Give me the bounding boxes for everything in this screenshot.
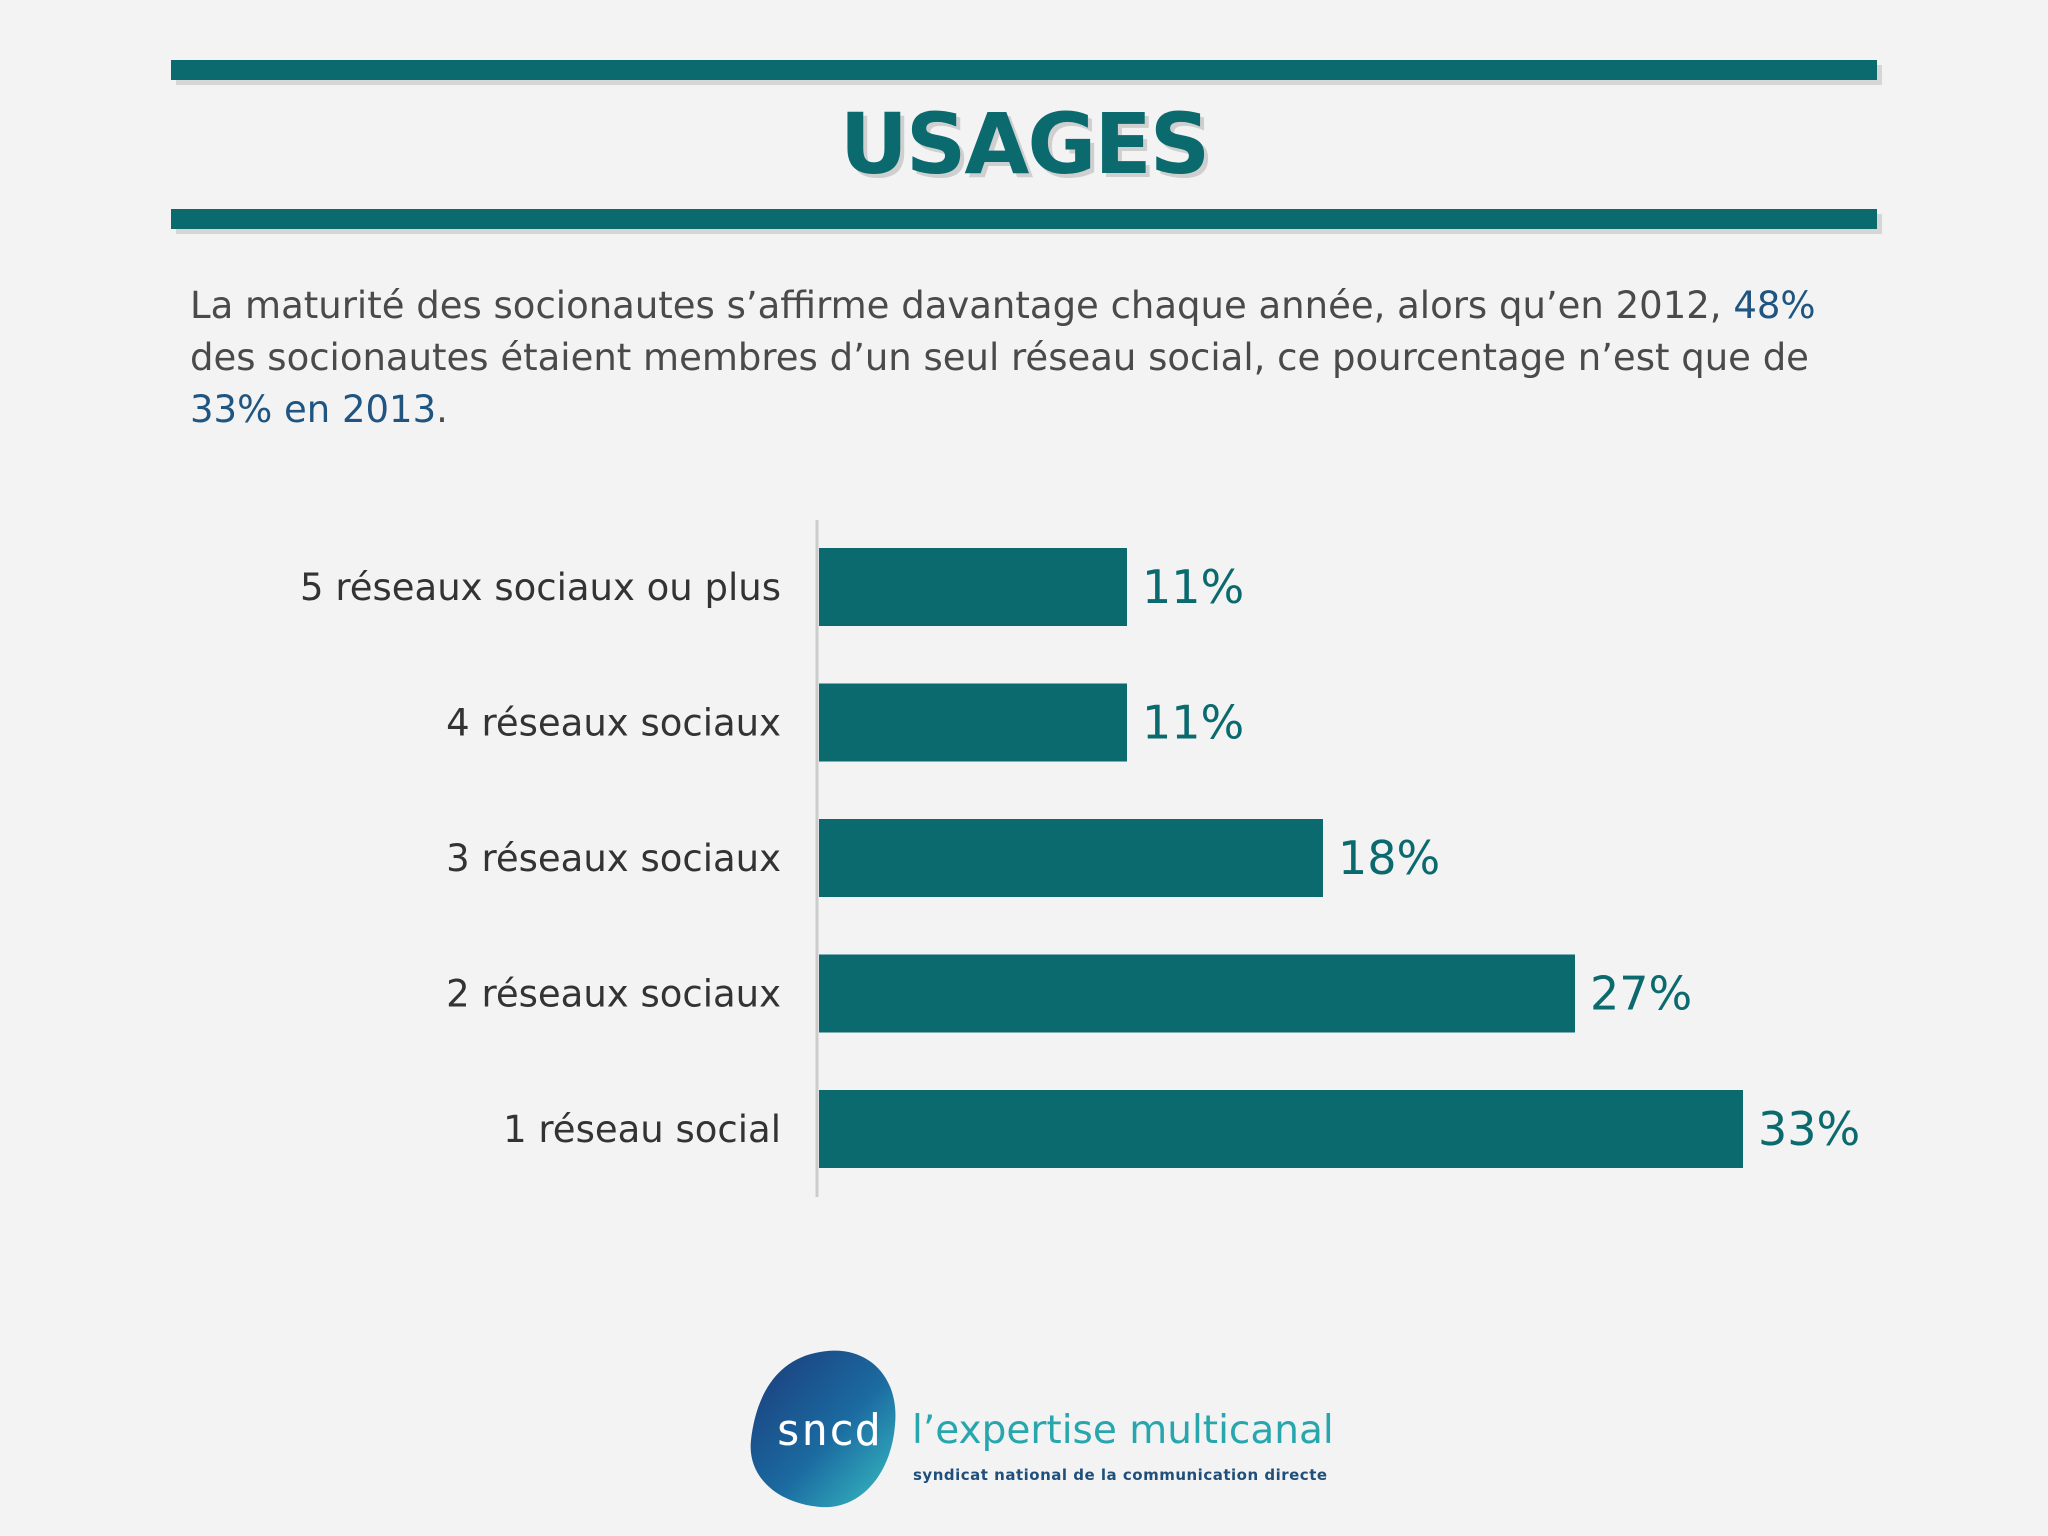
sncd-logo: sncd: [750, 1350, 896, 1508]
intro-text-1: La maturité des socionautes s’affirme da…: [190, 284, 1734, 327]
logo-blob-shape: [750, 1350, 896, 1508]
intro-text-3: .: [436, 388, 448, 431]
title-rule-top: [171, 60, 1877, 80]
value-label: 11%: [1142, 696, 1244, 750]
value-label: 11%: [1142, 560, 1244, 614]
category-label: 5 réseaux sociaux ou plus: [300, 566, 781, 609]
page-title: USAGES: [839, 95, 1211, 193]
intro-text-2: des socionautes étaient membres d’un seu…: [190, 336, 1809, 379]
intro-highlight-2013: 33% en 2013: [190, 388, 437, 431]
title-rule-bottom: [171, 209, 1877, 229]
value-label: 33%: [1758, 1102, 1860, 1156]
bar-group: 5 réseaux sociaux ou plus 11% 4 réseaux so…: [300, 548, 1860, 1168]
category-label: 3 réseaux sociaux: [446, 837, 781, 880]
category-label: 2 réseaux sociaux: [446, 973, 781, 1016]
category-label: 1 réseau social: [503, 1108, 781, 1151]
logo-text: sncd: [775, 1405, 881, 1456]
intro-highlight-2012: 48%: [1733, 284, 1816, 327]
value-label: 27%: [1590, 967, 1692, 1021]
value-label: 18%: [1338, 831, 1440, 885]
bar: [819, 548, 1127, 626]
footer-tagline: l’expertise multicanal: [912, 1408, 1334, 1453]
intro-paragraph: La maturité des socionautes s’affirme da…: [190, 280, 1890, 436]
bar: [819, 1090, 1743, 1168]
bar: [819, 683, 1127, 762]
bar: [819, 819, 1323, 897]
category-label: 4 réseaux sociaux: [446, 702, 781, 745]
footer-subline: syndicat national de la communication di…: [913, 1466, 1328, 1484]
bar: [819, 954, 1575, 1033]
